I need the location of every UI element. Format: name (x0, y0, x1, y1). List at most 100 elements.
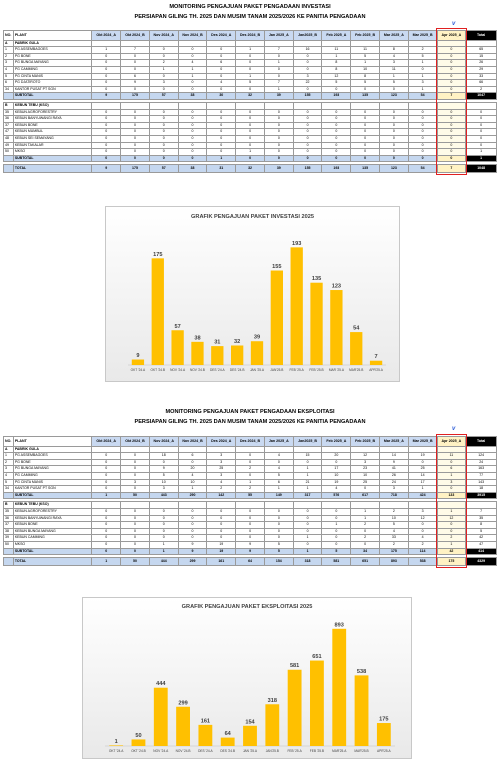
header-month: Okt 2024_A (91, 436, 122, 447)
subtotal-value: 718 (378, 491, 409, 500)
row-value: 26 (378, 471, 409, 480)
row-value: 17 (407, 478, 438, 487)
row-value: 1 (436, 540, 467, 549)
chart-category-label: DES '24.B (230, 368, 245, 372)
row-value: 9 (177, 540, 208, 549)
row-value: 3 (148, 79, 179, 87)
row-value: 1 (321, 52, 352, 61)
row-total: 42 (465, 534, 497, 542)
row-value: 0 (292, 134, 323, 143)
row-total: 35 (465, 514, 497, 523)
table-row: 34 KANTOR PUSAT PT SGN 0 0 3 1 2 2 1 1 4 0 3 1 0 18 (3, 485, 497, 493)
row-value: 0 (206, 108, 237, 117)
chart-bar (287, 669, 302, 746)
row-value: 3 (378, 59, 409, 67)
empty-cell (148, 445, 179, 454)
empty-cell (436, 39, 467, 48)
empty-cell (292, 445, 323, 454)
row-value: 0 (292, 85, 323, 94)
subtotal-value: 9 (91, 92, 122, 100)
row-value: 4 (378, 52, 409, 61)
row-value: 4 (177, 471, 208, 480)
subtotal-value: 133 (436, 491, 467, 500)
row-value: 0 (206, 514, 237, 523)
row-value: 0 (206, 121, 237, 130)
table-row: 36 KEBUN BANYUWANGI RAYA 0 0 0 0 0 0 0 0 0 0 0 0 0 0 (3, 115, 497, 123)
row-total: 65 (465, 46, 497, 54)
row-value: 7 (263, 79, 294, 87)
chart-bar (109, 745, 124, 746)
row-value: 22 (292, 79, 323, 87)
row-value: 0 (378, 85, 409, 94)
table-header-row: NO. PLANT Okt 2024_A Okt 2024_B Nov 2024_A No… (3, 30, 497, 41)
row-value: 8 (321, 65, 352, 74)
eksploitasi-chart-plot: 1 OKT '24.A 50 OKT '24.B 444 NOV '24.A 299 NOV … (105, 622, 395, 753)
table-row: 39 KEBUN CAMMING 0 0 0 0 0 0 0 1 0 2 33 4 2 42 (3, 534, 497, 542)
row-value: 0 (321, 148, 352, 156)
row-value: 0 (206, 534, 237, 542)
row-value: 0 (407, 148, 438, 156)
empty-cell (206, 445, 237, 454)
header-no: NO. (3, 30, 14, 41)
row-value: 0 (321, 540, 352, 549)
empty-cell (378, 39, 409, 48)
chart-category-label: FEB '25.B (310, 749, 324, 753)
spacer (3, 161, 497, 165)
group-code: A (3, 445, 14, 454)
total-value: 444 (148, 557, 179, 566)
row-value: 0 (292, 141, 323, 150)
empty-cell (321, 39, 352, 48)
empty-cell (3, 154, 14, 163)
empty-cell (206, 501, 237, 509)
empty-cell (120, 445, 150, 454)
subtotal-value: 443 (148, 491, 179, 500)
row-value: 5 (350, 79, 380, 87)
empty-cell (378, 445, 409, 454)
row-value: 0 (91, 115, 122, 123)
row-value: 0 (436, 108, 467, 117)
eksploitasi-chart: GRAFIK PENGAJUAN PAKET EKSPLOITASI 2025 … (82, 597, 412, 759)
row-value: 0 (206, 52, 237, 61)
total-value: 7 (436, 164, 467, 173)
row-value: 1 (263, 485, 294, 493)
chart-bar (270, 270, 283, 365)
row-total: 29 (465, 65, 497, 74)
row-value: 0 (235, 507, 265, 516)
row-no: 5 (3, 72, 14, 81)
row-value: 0 (120, 534, 150, 542)
eksploitasi-check-mark: v (452, 426, 456, 432)
row-value: 0 (148, 514, 179, 523)
row-value: 2 (407, 46, 438, 54)
row-value: 0 (235, 458, 265, 467)
row-no: 36 (3, 115, 14, 123)
row-value: 0 (206, 148, 237, 156)
row-value: 2 (378, 540, 409, 549)
row-value: 0 (263, 458, 294, 467)
chart-data-label: 39 (254, 335, 260, 341)
row-total: 77 (465, 471, 497, 480)
row-value: 0 (91, 458, 122, 467)
row-value: 11 (321, 46, 352, 54)
row-value: 0 (177, 521, 208, 529)
chart-bar (153, 687, 168, 746)
row-value: 0 (436, 52, 467, 61)
spacer-row (3, 554, 497, 558)
row-value: 0 (177, 141, 208, 150)
row-value: 1 (91, 46, 122, 54)
empty-cell (378, 101, 409, 110)
row-value: 0 (120, 148, 150, 156)
empty-cell (407, 501, 438, 509)
empty-cell (91, 101, 122, 110)
total-value: 123 (378, 164, 409, 173)
empty-cell (120, 501, 150, 509)
row-value: 2 (407, 540, 438, 549)
chart-category-label: NOV '24.B (176, 749, 191, 753)
row-value: 20 (177, 465, 208, 473)
chart-category-label: DES '24.A (198, 749, 213, 753)
total-value: 54 (407, 164, 438, 173)
chart-category-label: JAN'25.B (270, 368, 283, 372)
subtotal-row: SUBTOTAL 9 175 57 38 30 32 39 155 193 135 123 54 7 104… (3, 92, 497, 100)
row-value: 3 (206, 458, 237, 467)
row-value: 0 (292, 108, 323, 117)
table-row: 1 PG ASSEMBAGOES 0 0 18 6 3 0 4 15 20 12 14 19 11 124 (3, 452, 497, 460)
